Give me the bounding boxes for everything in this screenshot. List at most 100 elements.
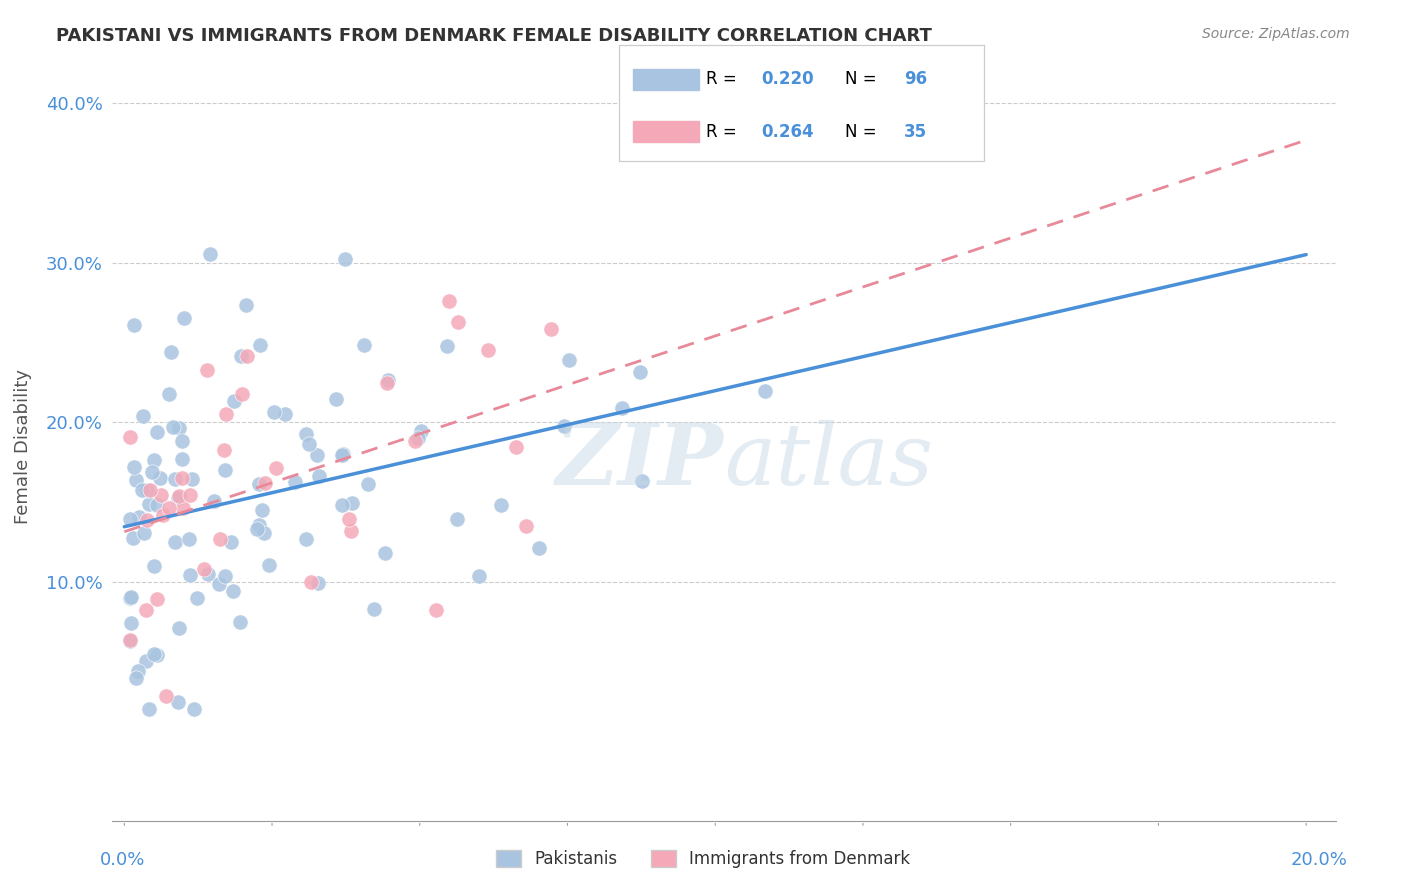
Point (254, 475, 277, 490)
Text: R =: R = (706, 122, 742, 141)
Point (120, 430, 142, 444)
Point (330, 499, 353, 513)
Point (172, 501, 194, 516)
Point (131, 483, 153, 498)
Point (193, 562, 215, 576)
Point (146, 425, 169, 440)
Point (139, 483, 162, 497)
Point (339, 512, 361, 526)
Point (247, 477, 270, 491)
Text: PAKISTANI VS IMMIGRANTS FROM DENMARK FEMALE DISABILITY CORRELATION CHART: PAKISTANI VS IMMIGRANTS FROM DENMARK FEM… (56, 27, 932, 45)
Point (120, 590, 142, 604)
Point (120, 634, 142, 648)
Point (120, 591, 142, 605)
Point (146, 648, 169, 662)
Point (332, 447, 354, 461)
Point (124, 473, 146, 487)
Point (553, 419, 575, 434)
Point (330, 448, 353, 462)
Point (179, 488, 201, 502)
Point (122, 460, 145, 475)
Point (505, 440, 527, 454)
Point (301, 574, 323, 589)
Point (377, 376, 399, 390)
Text: 96: 96 (904, 70, 927, 88)
FancyBboxPatch shape (633, 69, 699, 90)
Point (222, 583, 245, 598)
Point (208, 577, 231, 591)
Point (145, 498, 167, 512)
Point (173, 311, 195, 326)
Point (219, 534, 242, 549)
Point (231, 387, 253, 401)
Point (558, 352, 581, 367)
Point (120, 632, 142, 647)
Point (224, 393, 246, 408)
Text: N =: N = (845, 122, 882, 141)
FancyBboxPatch shape (633, 121, 699, 142)
Point (612, 401, 634, 415)
Y-axis label: Female Disability: Female Disability (14, 368, 32, 524)
Point (143, 647, 166, 661)
Point (165, 471, 187, 485)
Point (155, 689, 177, 703)
Point (374, 546, 396, 560)
Point (411, 424, 433, 438)
Point (235, 298, 257, 312)
Point (439, 293, 461, 308)
Point (214, 462, 236, 476)
Point (263, 405, 285, 419)
Point (172, 452, 194, 467)
Point (146, 592, 169, 607)
Text: 0.264: 0.264 (761, 122, 814, 141)
Point (489, 498, 512, 512)
Point (135, 483, 157, 498)
Point (132, 409, 155, 424)
Point (120, 616, 142, 631)
Point (197, 566, 219, 581)
Text: 0.220: 0.220 (761, 70, 814, 88)
Point (628, 364, 651, 378)
Point (406, 431, 429, 445)
Point (377, 373, 399, 387)
Point (252, 503, 274, 517)
Point (307, 448, 329, 462)
Point (138, 702, 160, 716)
Text: ZIP: ZIP (557, 419, 724, 503)
Point (198, 246, 221, 260)
Point (229, 615, 252, 629)
Text: R =: R = (706, 70, 742, 88)
Point (447, 315, 470, 329)
Point (754, 384, 776, 399)
Point (363, 601, 385, 615)
Text: N =: N = (845, 70, 882, 88)
Point (195, 363, 218, 377)
Point (631, 475, 654, 489)
Point (307, 576, 329, 591)
Legend: Pakistanis, Immigrants from Denmark: Pakistanis, Immigrants from Denmark (489, 843, 917, 875)
Point (231, 349, 253, 363)
Point (468, 569, 491, 583)
Point (246, 523, 269, 537)
Point (127, 665, 149, 679)
Point (284, 475, 307, 490)
Point (214, 569, 236, 583)
Point (340, 496, 363, 510)
Point (132, 526, 155, 541)
Point (143, 453, 166, 467)
Point (295, 532, 318, 546)
Point (142, 558, 165, 573)
Point (257, 558, 280, 573)
Point (202, 494, 225, 508)
Point (179, 567, 201, 582)
Point (157, 387, 180, 401)
Text: Source: ZipAtlas.com: Source: ZipAtlas.com (1202, 27, 1350, 41)
Point (340, 524, 363, 538)
Point (172, 434, 194, 448)
Point (122, 318, 145, 332)
Point (162, 419, 184, 434)
Point (128, 510, 150, 524)
Point (527, 541, 550, 555)
Point (157, 501, 180, 516)
Point (540, 322, 562, 336)
